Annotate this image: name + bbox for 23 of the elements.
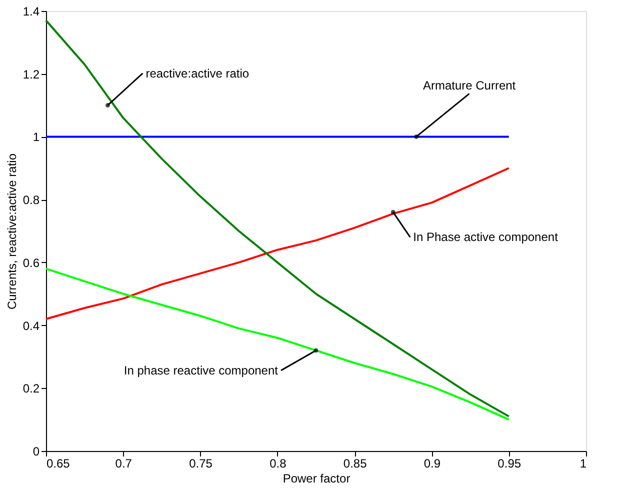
annotation: reactive:active ratio bbox=[146, 66, 250, 80]
y-axis-title: Currents, reactive:active ratio bbox=[4, 153, 19, 310]
y-tick-label: 0.6 bbox=[22, 256, 40, 270]
line-series bbox=[45, 268, 510, 421]
x-tick-label: 0.75 bbox=[189, 456, 213, 470]
y-tick-label: 1.4 bbox=[22, 4, 40, 18]
y-tick-label: 0.4 bbox=[22, 318, 40, 333]
y-tick-label: 0 bbox=[32, 444, 40, 458]
y-tick-label: 1 bbox=[32, 130, 40, 144]
annotation: Armature Current bbox=[422, 78, 516, 93]
x-axis-title: Power factor bbox=[282, 472, 350, 486]
x-tick-label: 0.9 bbox=[424, 456, 441, 470]
x-tick-label: 0.65 bbox=[46, 456, 70, 470]
x-tick-label: 0.8 bbox=[270, 456, 287, 470]
x-tick-label: 0.7 bbox=[115, 456, 132, 470]
x-tick-label: 0.85 bbox=[343, 456, 368, 470]
y-tick-label: 0.2 bbox=[22, 382, 40, 396]
y-tick-label: 1.2 bbox=[22, 67, 40, 82]
x-tick-label: 0.95 bbox=[498, 456, 522, 470]
annotation: In Phase active component bbox=[413, 230, 559, 244]
x-tick-label: 1 bbox=[580, 456, 587, 470]
annotation: In phase reactive component bbox=[124, 363, 279, 378]
y-tick-label: 0.8 bbox=[22, 193, 40, 208]
